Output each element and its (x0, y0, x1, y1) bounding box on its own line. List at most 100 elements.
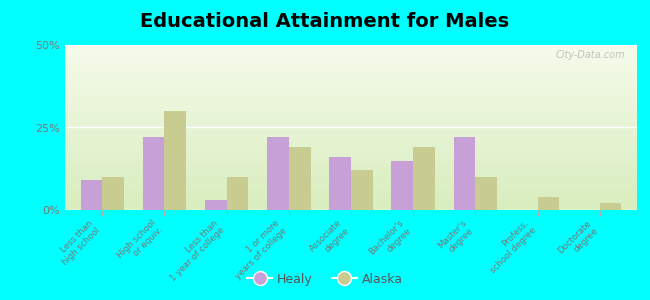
Bar (65, 134, 637, 136)
Bar (65, 46, 637, 48)
Bar (65, 129, 637, 131)
Bar (65, 76, 637, 78)
Bar (65, 195, 637, 197)
Bar (475, 177, 497, 210)
Text: City-Data.com: City-Data.com (556, 50, 625, 60)
Bar (65, 188, 637, 190)
Bar (65, 208, 637, 210)
Bar (143, 137, 164, 210)
Bar (65, 139, 637, 141)
Bar (65, 121, 637, 122)
Bar (65, 149, 637, 151)
Bar (65, 103, 637, 104)
Bar (65, 157, 637, 159)
Bar (65, 53, 637, 55)
Bar (65, 91, 637, 93)
Bar (65, 83, 637, 85)
Bar (205, 200, 227, 210)
Bar (65, 75, 637, 76)
Bar (65, 104, 637, 106)
Bar (164, 111, 187, 210)
Bar (65, 200, 637, 202)
Bar (65, 52, 637, 53)
Bar (65, 108, 637, 109)
Bar (65, 146, 637, 147)
Bar (65, 114, 637, 116)
Bar (65, 58, 637, 60)
Bar (65, 177, 637, 178)
Bar (65, 124, 637, 126)
Bar (267, 137, 289, 210)
Bar (65, 112, 637, 114)
Bar (65, 88, 637, 89)
Bar (65, 61, 637, 63)
Bar (65, 170, 637, 172)
Bar (65, 194, 637, 195)
Bar (65, 94, 637, 96)
Bar (330, 157, 351, 210)
Bar (65, 50, 637, 52)
Bar (65, 165, 637, 167)
Bar (65, 190, 637, 192)
Bar (65, 192, 637, 194)
Bar (65, 99, 637, 101)
Text: Educational Attainment for Males: Educational Attainment for Males (140, 12, 510, 31)
Bar (65, 136, 637, 137)
Bar (65, 207, 637, 208)
Bar (65, 151, 637, 152)
Bar (65, 185, 637, 187)
Bar (65, 70, 637, 71)
Bar (65, 86, 637, 88)
Bar (65, 126, 637, 128)
Bar (65, 71, 637, 73)
Bar (351, 170, 372, 210)
Bar (65, 164, 637, 165)
Bar (65, 111, 637, 112)
Bar (65, 154, 637, 155)
Bar (65, 80, 637, 81)
Bar (65, 184, 637, 185)
Bar (65, 142, 637, 144)
Bar (65, 128, 637, 129)
Bar (65, 60, 637, 61)
Legend: Healy, Alaska: Healy, Alaska (242, 268, 408, 291)
Bar (65, 141, 637, 142)
Bar (454, 137, 475, 210)
Bar (65, 131, 637, 132)
Bar (65, 63, 637, 65)
Bar (65, 85, 637, 86)
Bar (65, 180, 637, 182)
Bar (65, 155, 637, 157)
Bar (65, 78, 637, 80)
Bar (65, 202, 637, 203)
Bar (65, 144, 637, 146)
Bar (65, 174, 637, 175)
Bar (65, 205, 637, 207)
Bar (65, 68, 637, 70)
Bar (65, 152, 637, 154)
Bar (65, 187, 637, 188)
Bar (413, 147, 435, 210)
Bar (65, 101, 637, 103)
Bar (65, 65, 637, 66)
Bar (65, 66, 637, 68)
Bar (65, 203, 637, 205)
Bar (65, 119, 637, 121)
Bar (65, 147, 637, 149)
Bar (289, 147, 311, 210)
Bar (65, 56, 637, 58)
Bar (65, 137, 637, 139)
Bar (65, 98, 637, 99)
Bar (65, 89, 637, 91)
Bar (65, 118, 637, 119)
Bar (65, 93, 637, 94)
Bar (538, 197, 559, 210)
Bar (600, 203, 621, 210)
Bar (65, 45, 637, 46)
Bar (81, 180, 102, 210)
Bar (65, 175, 637, 177)
Bar (65, 162, 637, 164)
Bar (65, 169, 637, 170)
Bar (65, 96, 637, 98)
Bar (65, 73, 637, 75)
